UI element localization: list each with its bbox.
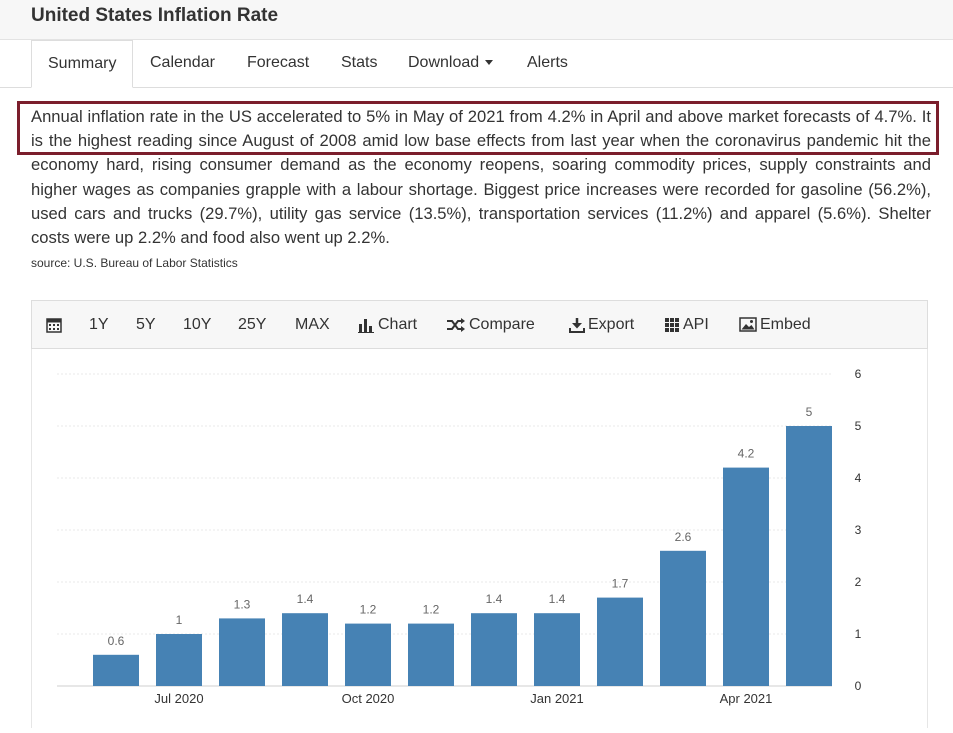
shuffle-icon xyxy=(447,317,465,332)
tab-calendar[interactable]: Calendar xyxy=(150,54,215,71)
bar xyxy=(93,654,139,686)
tab-summary[interactable]: Summary xyxy=(31,40,134,88)
tab-alerts[interactable]: Alerts xyxy=(527,54,568,71)
data-label: 1.4 xyxy=(486,592,503,606)
bar xyxy=(219,618,265,686)
bar-chart-icon xyxy=(358,318,374,333)
compare-button[interactable]: Compare xyxy=(446,301,535,348)
y-tick-label: 6 xyxy=(855,367,862,381)
title-bar: United States Inflation Rate xyxy=(0,0,953,40)
x-tick-label: Jan 2021 xyxy=(530,691,584,706)
compare-label: Compare xyxy=(469,316,535,333)
chart-type-label: Chart xyxy=(378,316,418,333)
bar xyxy=(471,613,517,686)
y-tick-label: 0 xyxy=(855,679,862,693)
chart-area: 0 1 2 3 4 5 6 0.6 1 1.3 1.4 1.2 1.2 1.4 1.4 1.7 2.6 4.2 5 J… xyxy=(31,349,928,728)
bar xyxy=(408,623,454,686)
export-label: Export xyxy=(588,316,635,333)
x-tick-label: Jul 2020 xyxy=(154,691,203,706)
grid-icon xyxy=(665,317,679,332)
data-label: 1.2 xyxy=(360,603,377,617)
api-label: API xyxy=(683,316,709,333)
data-label: 1.4 xyxy=(549,592,566,606)
data-label: 1 xyxy=(176,613,183,627)
page-title: United States Inflation Rate xyxy=(31,5,279,26)
data-label: 5 xyxy=(806,405,813,419)
data-label: 2.6 xyxy=(675,530,692,544)
x-tick-label: Apr 2021 xyxy=(720,691,773,706)
range-1y-button[interactable]: 1Y xyxy=(89,316,109,333)
x-tick-label: Oct 2020 xyxy=(342,691,395,706)
y-tick-label: 4 xyxy=(855,471,862,485)
range-25y-button[interactable]: 25Y xyxy=(238,316,267,333)
embed-label: Embed xyxy=(760,316,811,333)
tab-bar: Summary Calendar Forecast Stats Download… xyxy=(0,40,953,88)
data-label: 1.7 xyxy=(612,577,629,591)
range-max-button[interactable]: MAX xyxy=(295,316,330,333)
bar xyxy=(534,613,580,686)
highlight-box xyxy=(17,101,939,155)
data-label: 1.2 xyxy=(423,603,440,617)
calendar-icon[interactable] xyxy=(46,301,65,348)
y-tick-label: 3 xyxy=(855,523,862,537)
bar-chart: 0 1 2 3 4 5 6 0.6 1 1.3 1.4 1.2 1.2 1.4 1.4 1.7 2.6 4.2 5 J… xyxy=(57,367,862,706)
range-5y-button[interactable]: 5Y xyxy=(136,316,156,333)
tab-download-label: Download xyxy=(408,54,480,71)
export-button[interactable]: Export xyxy=(569,301,634,348)
data-label: 1.3 xyxy=(234,597,251,611)
bar xyxy=(660,550,706,686)
data-label: 4.2 xyxy=(738,447,755,461)
tab-download[interactable]: Download xyxy=(408,40,494,86)
bar xyxy=(282,613,328,686)
image-icon xyxy=(739,317,757,333)
download-icon xyxy=(569,317,585,333)
summary-text: Annual inflation rate in the US accelera… xyxy=(31,107,931,248)
tab-stats[interactable]: Stats xyxy=(341,54,378,71)
bar xyxy=(786,426,832,686)
bar xyxy=(597,597,643,686)
chart-type-button[interactable]: Chart xyxy=(358,301,417,348)
chevron-down-icon xyxy=(485,60,494,66)
embed-button[interactable]: Embed xyxy=(739,301,811,348)
bar xyxy=(156,634,202,686)
y-tick-label: 1 xyxy=(855,627,862,641)
range-10y-button[interactable]: 10Y xyxy=(183,316,212,333)
y-tick-label: 5 xyxy=(855,419,862,433)
y-tick-label: 2 xyxy=(855,575,862,589)
data-label: 1.4 xyxy=(297,592,314,606)
api-button[interactable]: API xyxy=(664,301,709,348)
chart-toolbar: 1Y 5Y 10Y 25Y MAX Chart Compare Export xyxy=(31,300,928,349)
source-note: source: U.S. Bureau of Labor Statistics xyxy=(31,256,238,270)
data-label: 0.6 xyxy=(108,634,125,648)
bar xyxy=(723,467,769,686)
bar xyxy=(345,623,391,686)
tab-forecast[interactable]: Forecast xyxy=(247,54,310,71)
